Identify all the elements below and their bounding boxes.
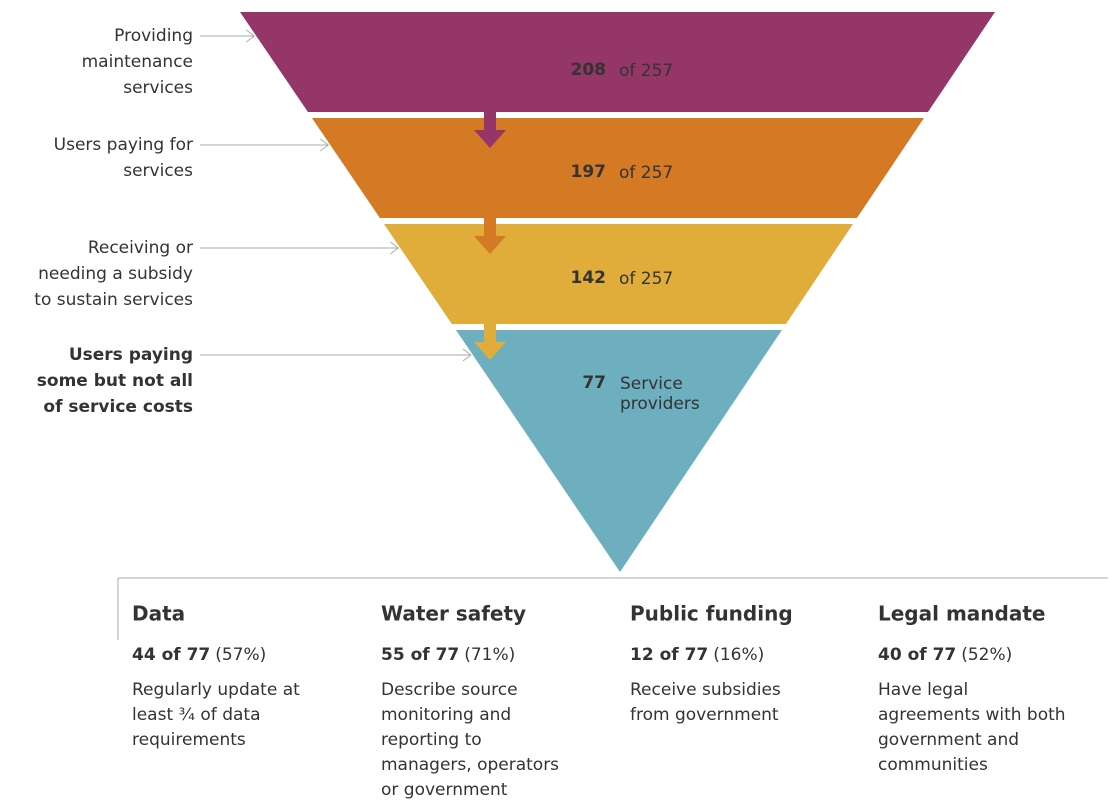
metric-description: Receive subsidies: [630, 680, 781, 700]
stage-label: Users paying: [69, 345, 193, 365]
stage-note: of 257: [619, 269, 673, 289]
stage-label: Providing: [114, 26, 193, 46]
stage-value: 77: [582, 373, 606, 393]
metric-percent: (57%): [215, 645, 266, 665]
stage-arrow-head: [474, 130, 506, 148]
metric-description: requirements: [132, 730, 246, 750]
metric-count: 55 of 77: [381, 645, 459, 665]
funnel-stage: [455, 330, 782, 572]
connector-arrow: [245, 29, 256, 43]
metric-description: Regularly update at: [132, 680, 300, 700]
metric-description: or government: [381, 780, 508, 800]
metric-description: agreements with both: [878, 705, 1066, 725]
metric-description: reporting to: [381, 730, 482, 750]
metric-stat: 55 of 77 (71%): [381, 645, 515, 665]
metric-title: Water safety: [381, 602, 526, 626]
metric-description: from government: [630, 705, 779, 725]
metric-description: Have legal: [878, 680, 968, 700]
connector-arrow: [462, 348, 472, 362]
metric-description: monitoring and: [381, 705, 511, 725]
stage-note: providers: [620, 394, 700, 414]
funnel-stage: [311, 118, 924, 218]
metric-percent: (16%): [713, 645, 764, 665]
stage-arrow-shaft: [484, 110, 496, 132]
stage-label: some but not all: [37, 371, 193, 391]
stage-label: maintenance: [82, 52, 193, 72]
stage-note: Service: [620, 374, 683, 394]
stage-label: services: [123, 161, 193, 181]
stage-label: Receiving or: [88, 238, 193, 258]
connector-arrow: [389, 241, 400, 255]
metric-description: government and: [878, 730, 1019, 750]
metric-percent: (71%): [464, 645, 515, 665]
metric-percent: (52%): [961, 645, 1012, 665]
metric-description: Describe source: [381, 680, 518, 700]
stage-label: to sustain services: [34, 290, 193, 310]
metric-count: 44 of 77: [132, 645, 210, 665]
funnel-stage: [240, 12, 995, 112]
metric-title: Legal mandate: [878, 602, 1045, 626]
stage-note: of 257: [619, 163, 673, 183]
stage-arrow-shaft: [484, 216, 496, 238]
metric-count: 12 of 77: [630, 645, 708, 665]
stage-arrow-shaft: [484, 322, 496, 344]
metric-stat: 44 of 77 (57%): [132, 645, 266, 665]
stage-arrow-head: [474, 236, 506, 254]
metric-description: communities: [878, 755, 988, 775]
metric-title: Public funding: [630, 602, 793, 626]
connector-arrow: [320, 138, 330, 152]
metric-title: Data: [132, 602, 185, 626]
stage-value: 197: [571, 162, 607, 182]
metric-stat: 40 of 77 (52%): [878, 645, 1012, 665]
stage-label: Users paying for: [54, 135, 193, 155]
stage-label: needing a subsidy: [38, 264, 193, 284]
stage-arrow-head: [474, 342, 506, 360]
stage-note: of 257: [619, 61, 673, 81]
funnel-stage: [383, 224, 853, 324]
stage-value: 142: [571, 268, 607, 288]
metric-description: managers, operators: [381, 755, 559, 775]
metric-stat: 12 of 77 (16%): [630, 645, 764, 665]
metric-count: 40 of 77: [878, 645, 956, 665]
stage-label: of service costs: [43, 397, 193, 417]
stage-label: services: [123, 78, 193, 98]
metric-description: least ¾ of data: [132, 705, 261, 725]
stage-value: 208: [571, 60, 607, 80]
